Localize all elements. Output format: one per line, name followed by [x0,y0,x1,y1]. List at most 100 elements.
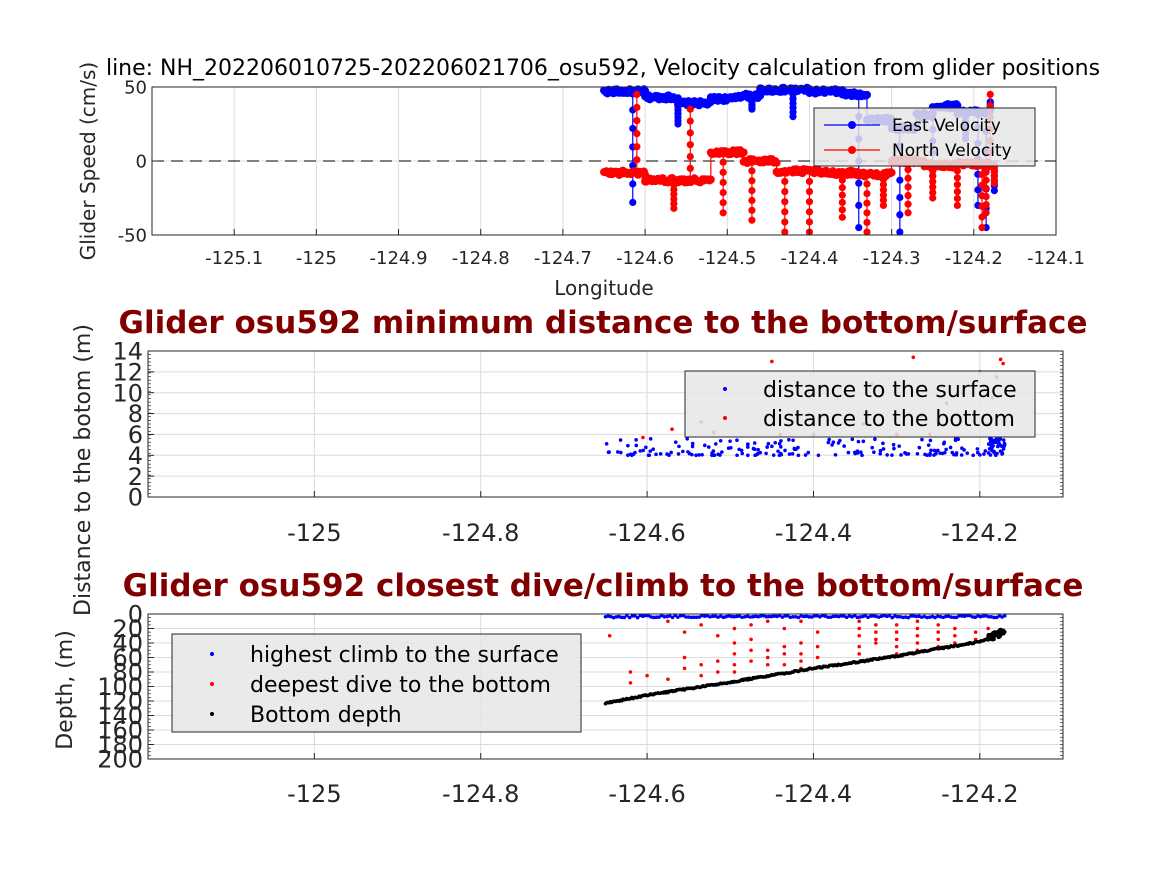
climb-point [785,613,790,618]
velocity-spike-point [781,228,789,236]
climb-point [670,615,675,620]
dive-point [936,630,941,634]
velocity-spike-point [896,211,904,219]
dive-point [732,670,737,674]
climb-point [614,615,619,619]
velocity-spike-point [896,228,904,236]
surface-distance-point [833,453,838,457]
surface-distance-point [860,453,864,458]
velocity-spike-point [863,228,871,236]
velocity-spike-point [879,191,888,199]
climb-point [729,614,734,619]
velocity-spike-point [805,208,814,216]
surface-distance-point [932,453,936,457]
surface-distance-point [872,450,876,454]
velocity-spike-point [863,189,871,198]
velocity-spike-point [781,187,789,196]
legend-climb-label: highest climb to the surface [250,643,559,668]
y-tick-label: 160 [97,717,143,745]
depth-legend-box [171,633,582,733]
legend-east-label: East Velocity [892,116,1001,136]
legend-surface-label: distance to the surface [763,378,1017,403]
surface-distance-point [959,453,964,457]
climb-point [676,615,680,619]
surface-distance-point [648,449,653,453]
climb-point [919,615,924,619]
climb-point [836,614,841,619]
velocity-spike-point [863,218,871,227]
bottom-distance-point [998,357,1003,362]
surface-distance-point [978,453,982,457]
surface-distance-point [711,449,716,453]
velocity-spike-point [879,175,888,184]
velocity-spike-point [904,166,912,174]
climb-point [981,614,986,618]
dive-point [874,630,878,634]
distance-panel: Glider osu592 minimum distance to the bo… [71,305,1087,616]
surface-distance-point [638,449,643,453]
climb-point [684,615,688,619]
climb-point [911,614,916,618]
surface-distance-point [756,447,760,452]
dive-point [765,662,770,667]
y-tick-label: 0 [128,484,143,512]
velocity-spike-point [686,117,694,125]
climb-point [952,615,956,620]
surface-distance-point [940,451,945,456]
surface-distance-point [926,443,931,447]
climb-point [890,615,895,620]
surface-distance-point [996,439,1001,443]
legend-bottom-depth-marker [210,712,214,716]
velocity-title: line: NH_202206010725-202206021706_osu59… [106,56,1100,81]
velocity-spike-point [838,198,846,207]
x-tick-label: -125 [287,780,341,808]
legend-climb-marker [210,652,214,656]
velocity-spike-point [863,180,871,188]
climb-point [989,615,994,619]
climb-point [895,614,900,619]
velocity-spike-point [855,224,863,232]
y-tick-label: 20 [112,615,143,643]
velocity-spike-point [805,177,814,186]
surface-distance-point [753,453,757,458]
velocity-spike-point [990,187,998,195]
dive-point [874,637,878,642]
dive-point [682,630,687,634]
velocity-spike-point [838,213,846,221]
climb-point [887,613,892,618]
velocity-spike-point [879,201,888,209]
surface-distance-point [892,446,896,451]
surface-distance-point [831,440,836,445]
velocity-spike-point [781,198,789,206]
climb-point [743,614,747,619]
velocity-spike-point [629,180,637,188]
dive-point [857,644,862,649]
surface-distance-point [944,447,948,452]
surface-distance-point [604,441,609,446]
velocity-spike-point [904,191,912,200]
surface-distance-point [690,441,695,446]
dive-point [782,652,787,656]
dive-point [894,644,899,649]
surface-distance-point [986,451,991,455]
y-tick-label: 40 [112,630,143,658]
bottom-depth-point [997,628,1002,632]
y-tick-label: -50 [118,225,147,246]
surface-distance-point [878,451,883,456]
climb-point [807,615,811,619]
dive-point [682,655,687,660]
climb-point [689,615,694,620]
surface-distance-point [669,450,673,455]
dive-point [915,633,920,638]
surface-distance-point [751,446,756,451]
surface-distance-point [950,450,955,455]
climb-point [986,614,991,619]
dive-point [799,652,803,656]
surface-distance-point [942,441,946,446]
surface-distance-point [806,450,811,455]
climb-point [668,614,672,618]
velocity-ylabel: Glider Speed (cm/s) [76,62,100,261]
surface-distance-point [710,453,715,457]
bottom-depth-point [996,631,1001,636]
